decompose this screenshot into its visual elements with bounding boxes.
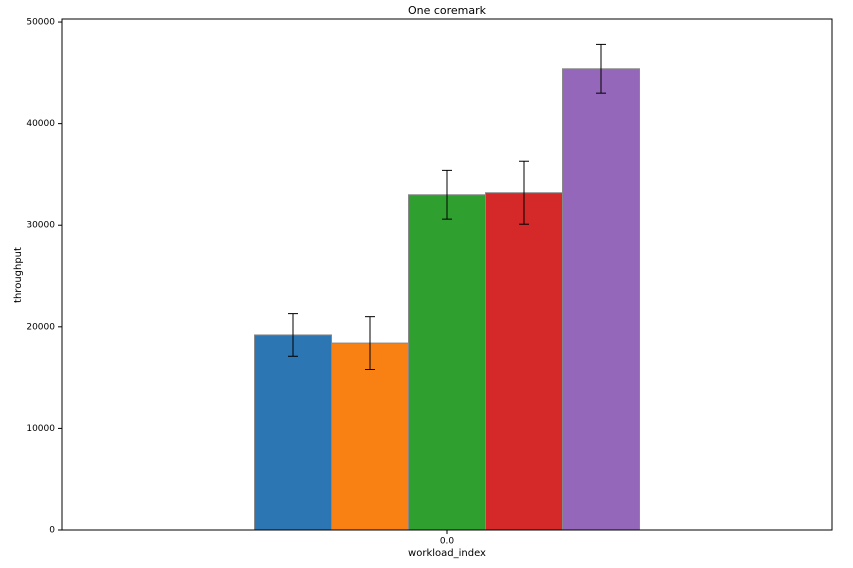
- bar: [562, 68, 640, 531]
- error-bar: [519, 160, 529, 225]
- y-tick-label: 30000: [26, 221, 55, 231]
- bar: [485, 192, 563, 531]
- error-bar: [442, 169, 452, 220]
- bar: [408, 194, 486, 531]
- x-tick-label: 0.0: [440, 537, 455, 547]
- y-tick-label: 0: [49, 526, 55, 536]
- y-axis-label: throughput: [13, 247, 24, 303]
- error-bar: [365, 316, 375, 370]
- y-tick-label: 40000: [26, 119, 55, 129]
- bar: [331, 342, 409, 531]
- error-bar: [596, 43, 606, 94]
- y-tick-label: 20000: [26, 322, 55, 332]
- y-tick-label: 50000: [26, 18, 55, 28]
- error-bar: [288, 313, 298, 357]
- chart-title: One coremark: [408, 4, 487, 17]
- bar: [254, 334, 332, 531]
- y-tick-label: 10000: [26, 424, 55, 434]
- x-axis-label: workload_index: [408, 548, 486, 559]
- plot-frame: [61, 18, 833, 531]
